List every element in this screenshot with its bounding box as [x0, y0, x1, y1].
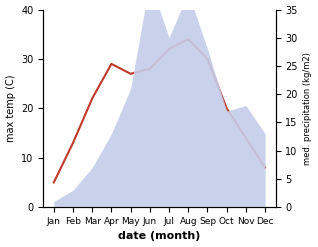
Y-axis label: med. precipitation (kg/m2): med. precipitation (kg/m2) [303, 52, 313, 165]
Y-axis label: max temp (C): max temp (C) [5, 75, 16, 142]
X-axis label: date (month): date (month) [118, 231, 201, 242]
